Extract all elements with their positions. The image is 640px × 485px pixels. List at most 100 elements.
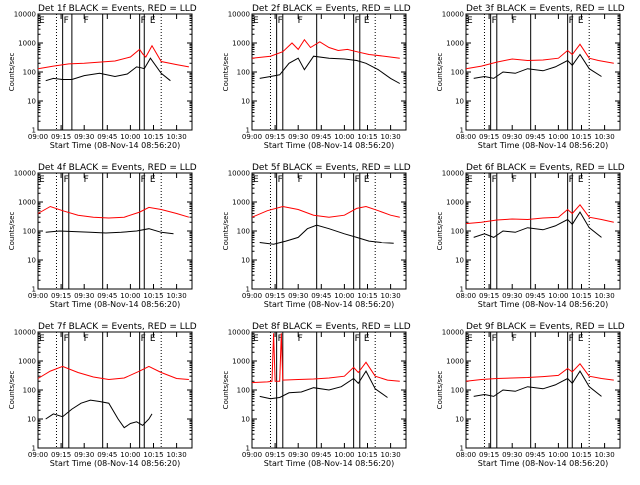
x-tick-label: 09:15 [479,133,499,141]
x-axis-label: Start Time (08-Nov-14 08:56:20) [264,141,394,150]
x-tick-label: 10:30 [167,451,187,459]
x-tick-label: 10:30 [167,292,187,300]
flag-label: E [150,334,156,344]
y-tick-label: 10000 [442,329,464,337]
x-tick-label: 09:45 [97,292,117,300]
chart-title: Det 3f BLACK = Events, RED = LLD [466,4,625,14]
flag-label: F [512,334,517,344]
chart-title: Det 4f BLACK = Events, RED = LLD [38,163,197,173]
flag-label: E [39,334,45,344]
series-events [259,55,401,84]
series-events [45,399,153,429]
flag-label: E [364,175,370,185]
y-tick-label: 100 [23,69,36,77]
y-axis-label: Counts/sec [436,371,444,410]
x-tick-label: 08:00 [456,292,476,300]
series-events [473,370,602,397]
x-tick-label: 10:15 [143,451,163,459]
x-tick-label: 09:30 [74,133,94,141]
y-axis-label: Counts/sec [436,53,444,92]
x-axis-label: Start Time (08-Nov-14 08:56:20) [264,459,394,468]
x-tick-label: 10:15 [357,292,377,300]
x-axis-label: Start Time (08-Nov-14 08:56:20) [264,300,394,309]
flag-label: E [150,16,156,26]
flag-label: E [253,175,259,185]
x-tick-label: 09:30 [74,292,94,300]
chart-panel-6: Det 6f BLACK = Events, RED = LLD 1 10 100 10… [436,163,625,309]
flag-label: F [141,175,146,185]
x-tick-label: 09:45 [97,133,117,141]
y-tick-label: 1000 [18,40,36,48]
x-tick-label: 09:00 [242,133,262,141]
chart-panel-3: Det 3f BLACK = Events, RED = LLD 1 10 100 10… [436,4,625,150]
flag-label: F [278,16,283,26]
y-tick-label: 1000 [18,358,36,366]
x-tick-label: 09:00 [28,451,48,459]
series-lld [37,44,189,70]
x-tick-label: 10:00 [334,292,354,300]
y-tick-label: 10 [455,98,464,106]
x-tick-label: 10:15 [357,451,377,459]
flag-label: E [578,16,584,26]
plot-frame [251,172,407,290]
x-tick-label: 10:00 [548,292,568,300]
flag-label: F [355,16,360,26]
y-tick-label: 1 [32,286,36,294]
flag-label: F [278,175,283,185]
x-tick-label: 09:30 [288,451,308,459]
x-tick-label: 10:15 [571,133,591,141]
flag-label: E [578,334,584,344]
flag-label: E [253,16,259,26]
x-tick-label: 08:00 [456,133,476,141]
x-tick-label: 09:30 [288,292,308,300]
x-tick-label: 09:45 [311,451,331,459]
x-tick-label: 10:00 [120,133,140,141]
plot-frame [465,331,621,449]
flag-label: E [467,16,473,26]
x-tick-label: 09:00 [242,451,262,459]
x-tick-label: 10:00 [548,133,568,141]
flag-label: F [355,175,360,185]
y-tick-label: 100 [23,387,36,395]
y-tick-label: 1 [32,445,36,453]
flag-label: F [278,334,283,344]
x-tick-label: 09:30 [502,133,522,141]
x-tick-label: 10:15 [571,451,591,459]
flag-label: F [298,175,303,185]
y-tick-label: 10 [241,98,250,106]
y-tick-label: 10000 [442,170,464,178]
flag-label: F [569,175,574,185]
y-tick-label: 10000 [228,11,250,19]
x-tick-label: 10:00 [334,133,354,141]
x-axis-label: Start Time (08-Nov-14 08:56:20) [478,300,608,309]
y-tick-label: 100 [451,69,464,77]
chart-title: Det 7f BLACK = Events, RED = LLD [38,322,197,332]
flag-label: F [84,175,89,185]
x-tick-label: 09:45 [525,451,545,459]
flag-label: E [364,16,370,26]
y-axis-label: Counts/sec [8,371,16,410]
flag-label: F [492,334,497,344]
y-tick-label: 1 [246,127,250,135]
x-tick-label: 09:30 [502,292,522,300]
flag-label: F [492,16,497,26]
x-tick-label: 09:45 [311,133,331,141]
x-tick-label: 10:30 [595,133,615,141]
x-tick-label: 10:00 [334,451,354,459]
y-axis-label: Counts/sec [8,212,16,251]
x-axis-label: Start Time (08-Nov-14 08:56:20) [50,459,180,468]
y-tick-label: 10 [27,416,36,424]
series-lld [37,205,190,219]
x-tick-label: 09:15 [479,292,499,300]
x-tick-label: 09:15 [479,451,499,459]
x-axis-label: Start Time (08-Nov-14 08:56:20) [478,141,608,150]
x-tick-label: 10:15 [357,133,377,141]
y-tick-label: 1 [460,127,464,135]
flag-label: E [253,334,259,344]
x-tick-label: 09:30 [288,133,308,141]
flag-label: F [355,334,360,344]
flag-label: F [64,175,69,185]
chart-panel-8: Det 8f BLACK = Events, RED = LLD 1 10 100 10… [222,322,411,468]
chart-title: Det 8f BLACK = Events, RED = LLD [252,322,411,332]
